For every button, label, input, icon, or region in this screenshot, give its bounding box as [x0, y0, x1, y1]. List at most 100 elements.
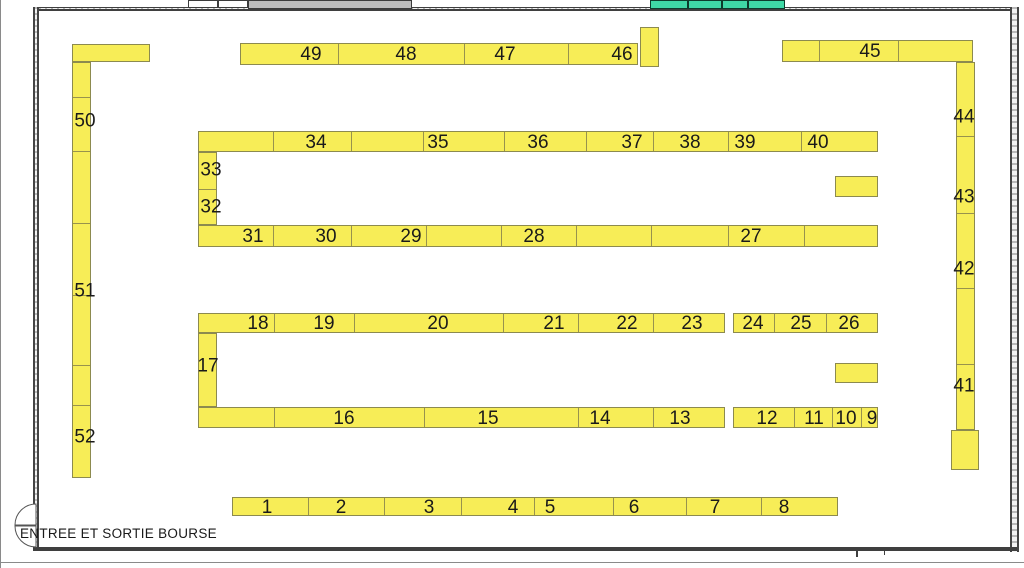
- wall-bottom: [33, 547, 1017, 551]
- table-number: 3: [423, 497, 435, 518]
- table-divider: [501, 226, 502, 246]
- table-number: 6: [628, 497, 640, 518]
- table-number: 22: [616, 313, 638, 334]
- entrance-door-icon: [14, 503, 37, 548]
- wall-bottom-door-tick-1: [856, 547, 858, 557]
- table-number: 50: [74, 110, 96, 132]
- table-divider: [199, 189, 216, 190]
- table-divider: [73, 295, 90, 296]
- table-divider: [73, 223, 90, 224]
- table-divider: [957, 288, 974, 289]
- annex-teal-block: [650, 0, 688, 9]
- annex-outline-box: [218, 0, 248, 8]
- table-divider: [568, 44, 569, 64]
- table-number: 21: [543, 313, 565, 334]
- table-divider: [957, 136, 974, 137]
- table-number: 11: [804, 408, 824, 429]
- spare-table-top: [835, 176, 878, 197]
- table-row-16-13: 16 15 14 13: [198, 407, 725, 428]
- table-number: 33: [200, 159, 222, 181]
- table-divider: [832, 408, 833, 427]
- table-number: 38: [679, 132, 701, 153]
- spare-table-bottom: [835, 363, 878, 383]
- table-divider: [274, 408, 275, 427]
- entrance-exit-label: ENTREE ET SORTIE BOURSE: [20, 526, 217, 541]
- table-divider: [653, 408, 654, 427]
- table-number: 16: [333, 408, 355, 429]
- table-divider: [898, 41, 899, 61]
- table-divider: [653, 314, 654, 332]
- table-divider: [826, 314, 827, 332]
- table-divider: [338, 44, 339, 64]
- table-number: 2: [335, 497, 347, 518]
- table-number: 29: [400, 226, 422, 247]
- table-row-34-40: 34 35 36 37 38 39 40: [198, 131, 878, 152]
- table-number: 9: [866, 408, 878, 429]
- wall-left: [33, 7, 39, 549]
- table-number: 47: [494, 44, 516, 65]
- table-number: 41: [953, 375, 975, 397]
- table-divider: [384, 498, 385, 515]
- table-col-44-41-end: [951, 430, 979, 470]
- table-divider: [354, 314, 355, 332]
- table-number: 28: [523, 226, 545, 247]
- table-number: 13: [669, 408, 691, 429]
- table-col-44-41: 44 43 42 41: [953, 62, 975, 430]
- table-row-18-23: 18 19 20 21 22 23: [198, 313, 725, 333]
- table-divider: [576, 226, 577, 246]
- table-row-24-26: 24 25 26: [733, 313, 878, 333]
- table-row-31-27: 31 30 29 28 27: [198, 225, 878, 247]
- annex-gray-block: [248, 0, 412, 9]
- table-divider: [73, 151, 90, 152]
- table-divider: [73, 97, 90, 98]
- table-number: 39: [734, 132, 756, 153]
- table-row-12-9: 12 11 10 9: [733, 407, 878, 428]
- table-number: 48: [395, 44, 417, 65]
- wall-bottom-door-tick-2: [884, 547, 885, 555]
- annex-outline-box: [188, 0, 218, 8]
- frame-bottom-edge: [0, 562, 1024, 563]
- table-number: 45: [859, 41, 881, 62]
- table-divider: [424, 408, 425, 427]
- table-number: 14: [589, 408, 611, 429]
- table-number: 51: [74, 280, 96, 302]
- table-number: 8: [778, 497, 790, 518]
- table-divider: [861, 408, 862, 427]
- table-divider: [819, 41, 820, 61]
- table-number: 24: [742, 313, 764, 334]
- table-number: 44: [953, 106, 975, 128]
- table-number: 26: [838, 313, 860, 334]
- annex-teal-block: [748, 0, 785, 9]
- table-col-46-stub: [640, 27, 659, 67]
- table-divider: [308, 498, 309, 515]
- table-number: 52: [74, 426, 96, 448]
- table-divider: [613, 498, 614, 515]
- table-cap-left: [72, 44, 150, 62]
- table-number: 42: [953, 258, 975, 280]
- table-number: 43: [953, 186, 975, 208]
- table-number: 12: [756, 408, 778, 429]
- table-number: 20: [427, 313, 449, 334]
- table-number: 35: [427, 132, 449, 153]
- table-divider: [73, 365, 90, 366]
- table-number: 49: [300, 44, 322, 65]
- table-divider: [351, 226, 352, 246]
- table-number: 31: [242, 226, 264, 247]
- table-divider: [578, 314, 579, 332]
- table-divider: [686, 498, 687, 515]
- table-divider: [761, 498, 762, 515]
- table-divider: [273, 226, 274, 246]
- table-number: 10: [835, 408, 857, 429]
- annex-teal-block: [722, 0, 748, 9]
- table-divider: [426, 226, 427, 246]
- table-number: 17: [197, 355, 219, 377]
- table-divider: [464, 44, 465, 64]
- table-number: 19: [313, 313, 335, 334]
- table-divider: [957, 213, 974, 214]
- table-divider: [586, 132, 587, 151]
- table-divider: [273, 132, 274, 151]
- table-row-45: 45: [782, 40, 973, 62]
- table-divider: [801, 132, 802, 151]
- table-divider: [651, 226, 652, 246]
